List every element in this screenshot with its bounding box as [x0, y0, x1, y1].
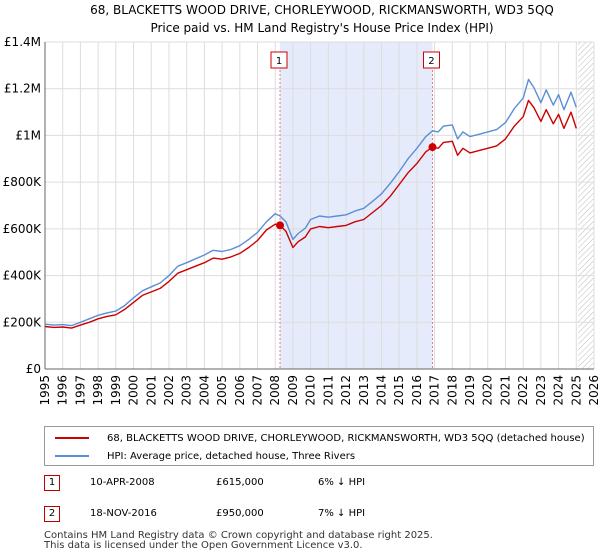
y-tick-label: £600K [3, 222, 43, 236]
x-tick-label: 2014 [374, 375, 388, 406]
transaction-date: 18-NOV-2016 [90, 508, 157, 519]
x-tick-label: 2020 [481, 375, 495, 406]
sale-marker-box [422, 51, 440, 69]
sale-marker-label: 1 [276, 56, 282, 67]
x-tick-label: 2009 [286, 375, 300, 406]
x-tick-label: 2011 [321, 375, 335, 406]
x-tick-label: 2018 [445, 375, 459, 406]
transaction-badge: 2 [44, 506, 60, 522]
legend: 68, BLACKETTS WOOD DRIVE, CHORLEYWOOD, R… [44, 426, 594, 466]
x-tick-label: 2002 [162, 375, 176, 406]
y-tick-label: £200K [3, 315, 43, 329]
legend-label-property: 68, BLACKETTS WOOD DRIVE, CHORLEYWOOD, R… [107, 432, 585, 444]
footer: Contains HM Land Registry data © Crown c… [44, 531, 433, 551]
x-tick-label: 2015 [392, 375, 406, 406]
x-tick-label: 2021 [498, 375, 512, 406]
x-tick-label: 2003 [180, 375, 194, 406]
footer-licence: This data is licensed under the Open Gov… [44, 540, 363, 551]
x-tick-label: 1996 [56, 375, 70, 406]
legend-item-property: 68, BLACKETTS WOOD DRIVE, CHORLEYWOOD, R… [55, 429, 585, 447]
price-chart: 68, BLACKETTS WOOD DRIVE, CHORLEYWOOD, R… [3, 3, 600, 406]
x-tick-label: 1997 [73, 375, 87, 406]
y-tick-label: £1M [15, 128, 41, 142]
sale-point [276, 221, 285, 230]
x-tick-label: 2010 [304, 375, 318, 406]
x-tick-label: 2007 [251, 375, 265, 406]
property-price-line [44, 99, 577, 329]
sale-period-shade [280, 42, 433, 369]
footer-copyright: Contains HM Land Registry data © Crown c… [44, 530, 433, 541]
x-tick-label: 2022 [516, 375, 530, 406]
chart-title: 68, BLACKETTS WOOD DRIVE, CHORLEYWOOD, R… [90, 3, 554, 17]
sale-marker-box [270, 51, 288, 69]
sale-point [428, 143, 437, 152]
legend-item-hpi: HPI: Average price, detached house, Thre… [55, 447, 355, 465]
legend-swatch-property [55, 437, 89, 439]
x-tick-label: 2013 [357, 375, 371, 406]
y-tick-label: £400K [3, 269, 43, 283]
x-tick-label: 2000 [127, 375, 141, 406]
y-tick-label: £1.4M [4, 35, 41, 49]
y-tick-label: £1.2M [4, 82, 41, 96]
x-tick-label: 2012 [339, 375, 353, 406]
x-tick-label: 2008 [268, 375, 282, 406]
y-tick-label: £800K [3, 175, 43, 189]
x-tick-label: 2004 [197, 375, 211, 406]
x-tick-label: 2006 [233, 375, 247, 406]
x-tick-label: 2016 [410, 375, 424, 406]
transaction-price: £950,000 [216, 508, 264, 519]
transaction-hpi-diff: 7% ↓ HPI [318, 508, 366, 519]
x-tick-label: 2001 [144, 375, 158, 406]
transaction-hpi-diff: 6% ↓ HPI [318, 477, 366, 488]
x-tick-label: 1998 [91, 375, 105, 406]
hpi-line [44, 78, 577, 327]
x-tick-label: 1999 [109, 375, 123, 406]
x-tick-label: 2019 [463, 375, 477, 406]
legend-swatch-hpi [55, 455, 89, 457]
x-tick-label: 2024 [552, 375, 566, 406]
transaction-date: 10-APR-2008 [90, 477, 155, 488]
chart-subtitle: Price paid vs. HM Land Registry's House … [150, 21, 493, 35]
legend-label-hpi: HPI: Average price, detached house, Thre… [107, 450, 356, 462]
x-tick-label: 2023 [534, 375, 548, 406]
x-tick-label: 2025 [569, 375, 583, 406]
transaction-badge: 1 [44, 475, 60, 491]
y-tick-label: £0 [26, 362, 41, 376]
transaction-price: £615,000 [216, 477, 264, 488]
x-tick-label: 1995 [38, 375, 52, 406]
x-tick-label: 2005 [215, 375, 229, 406]
sale-marker-label: 2 [428, 56, 434, 67]
future-hatch-region [578, 42, 594, 369]
x-tick-label: 2026 [587, 375, 600, 406]
x-tick-label: 2017 [428, 375, 442, 406]
